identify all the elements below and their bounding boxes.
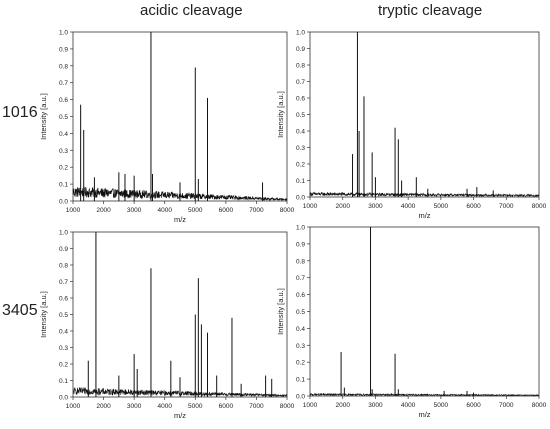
x-tick-label: 1000 (66, 207, 81, 214)
x-tick-label: 7000 (499, 203, 514, 210)
y-tick-label: 0.7 (59, 80, 68, 87)
y-tick-label: 0.9 (296, 46, 305, 53)
x-tick-label: 1000 (303, 402, 318, 409)
y-tick-label: 0.7 (59, 279, 68, 286)
x-tick-label: 5000 (188, 207, 203, 214)
row-label-1016: 1016 (2, 104, 38, 121)
x-tick-label: 7000 (249, 207, 264, 214)
y-tick-label: 1.0 (59, 230, 68, 237)
plot-frame (72, 31, 288, 202)
plot-frame (309, 226, 540, 397)
y-tick-label: 0.7 (296, 79, 305, 86)
y-tick-label: 0.3 (59, 345, 68, 352)
y-tick-label: 0.2 (59, 165, 68, 172)
x-tick-label: 4000 (157, 403, 172, 410)
y-tick-label: 0.4 (296, 129, 305, 136)
x-tick-label: 4000 (401, 203, 416, 210)
x-tick-label: 8000 (280, 403, 295, 410)
x-tick-label: 1000 (303, 203, 318, 210)
plot-frame (72, 231, 288, 398)
y-tick-label: 0.0 (59, 395, 68, 402)
panel-3405-tryptic: 0.0 0.1 0.2 0.3 0.4 0.5 0.6 0.7 0.8 0.9 1.0 1000 200… (276, 225, 547, 420)
y-tick-label: 0.0 (59, 199, 68, 206)
x-tick-label: 7000 (249, 403, 264, 410)
y-tick-label: 0.4 (59, 131, 68, 138)
x-tick-label: 5000 (434, 203, 449, 210)
x-axis-label: m/z (418, 211, 430, 220)
x-axis-label: m/z (174, 411, 186, 420)
y-axis-label: Intensity [a.u.] (276, 91, 285, 138)
x-tick-label: 4000 (401, 402, 416, 409)
panel-1016-tryptic: 0.0 0.1 0.2 0.3 0.4 0.5 0.6 0.7 0.8 0.9 1.0 1000 200… (276, 30, 547, 221)
y-tick-label: 0.1 (59, 378, 68, 385)
y-tick-label: 1.0 (296, 30, 305, 37)
column-title-acidic: acidic cleavage (140, 2, 243, 19)
y-tick-label: 0.5 (59, 312, 68, 319)
y-tick-label: 0.8 (296, 258, 305, 265)
y-axis-label: Intensity [a.u.] (39, 93, 48, 140)
y-tick-label: 0.2 (59, 362, 68, 369)
x-tick-label: 3000 (368, 203, 383, 210)
spectrum-trace (309, 392, 540, 397)
y-tick-label: 1.0 (296, 225, 305, 232)
y-tick-label: 0.3 (296, 145, 305, 152)
x-tick-label: 8000 (280, 207, 295, 214)
y-tick-label: 0.8 (59, 63, 68, 70)
y-axis-label: Intensity [a.u.] (39, 291, 48, 338)
y-tick-label: 0.9 (59, 46, 68, 53)
x-tick-label: 7000 (499, 402, 514, 409)
y-tick-label: 0.8 (59, 263, 68, 270)
y-tick-label: 0.1 (59, 182, 68, 189)
x-tick-label: 4000 (157, 207, 172, 214)
column-title-tryptic: tryptic cleavage (378, 2, 483, 19)
y-tick-label: 0.5 (296, 309, 305, 316)
x-tick-label: 8000 (532, 203, 547, 210)
x-tick-label: 2000 (335, 203, 350, 210)
y-tick-label: 0.9 (296, 241, 305, 248)
x-tick-label: 2000 (96, 403, 111, 410)
y-tick-label: 0.0 (296, 394, 305, 401)
x-tick-label: 3000 (127, 207, 142, 214)
y-tick-label: 0.6 (296, 292, 305, 299)
row-label-3405: 3405 (2, 302, 38, 319)
x-tick-label: 3000 (127, 403, 142, 410)
y-tick-label: 0.1 (296, 178, 305, 185)
spectrum-trace (309, 191, 540, 198)
y-tick-label: 0.1 (296, 377, 305, 384)
y-tick-label: 0.8 (296, 63, 305, 70)
y-tick-label: 0.4 (59, 329, 68, 336)
panel-3405-acidic: 0.0 0.1 0.2 0.3 0.4 0.5 0.6 0.7 0.8 0.9 1.0 1000 200… (39, 230, 295, 421)
y-tick-label: 0.9 (59, 246, 68, 253)
y-tick-label: 0.4 (296, 326, 305, 333)
y-tick-label: 0.7 (296, 275, 305, 282)
y-tick-label: 1.0 (59, 30, 68, 37)
x-tick-label: 6000 (466, 402, 481, 409)
y-tick-label: 0.0 (296, 195, 305, 202)
x-tick-label: 6000 (466, 203, 481, 210)
x-tick-label: 5000 (188, 403, 203, 410)
x-tick-label: 5000 (434, 402, 449, 409)
x-tick-label: 2000 (335, 402, 350, 409)
plot-frame (309, 31, 540, 198)
x-tick-label: 3000 (368, 402, 383, 409)
y-tick-label: 0.6 (59, 296, 68, 303)
panel-1016-acidic: 0.0 0.1 0.2 0.3 0.4 0.5 0.6 0.7 0.8 0.9 1.0 1000 200… (39, 30, 295, 225)
y-tick-label: 0.5 (59, 114, 68, 121)
x-tick-label: 8000 (532, 402, 547, 409)
y-axis-label: Intensity [a.u.] (276, 288, 285, 335)
y-tick-label: 0.3 (59, 148, 68, 155)
y-tick-label: 0.5 (296, 112, 305, 119)
x-tick-label: 2000 (96, 207, 111, 214)
x-tick-label: 6000 (219, 403, 234, 410)
x-tick-label: 1000 (66, 403, 81, 410)
y-tick-label: 0.2 (296, 162, 305, 169)
y-tick-label: 0.6 (296, 96, 305, 103)
y-tick-label: 0.3 (296, 343, 305, 350)
x-tick-label: 6000 (219, 207, 234, 214)
y-tick-label: 0.6 (59, 97, 68, 104)
x-axis-label: m/z (174, 215, 186, 224)
y-tick-label: 0.2 (296, 360, 305, 367)
x-axis-label: m/z (418, 410, 430, 419)
